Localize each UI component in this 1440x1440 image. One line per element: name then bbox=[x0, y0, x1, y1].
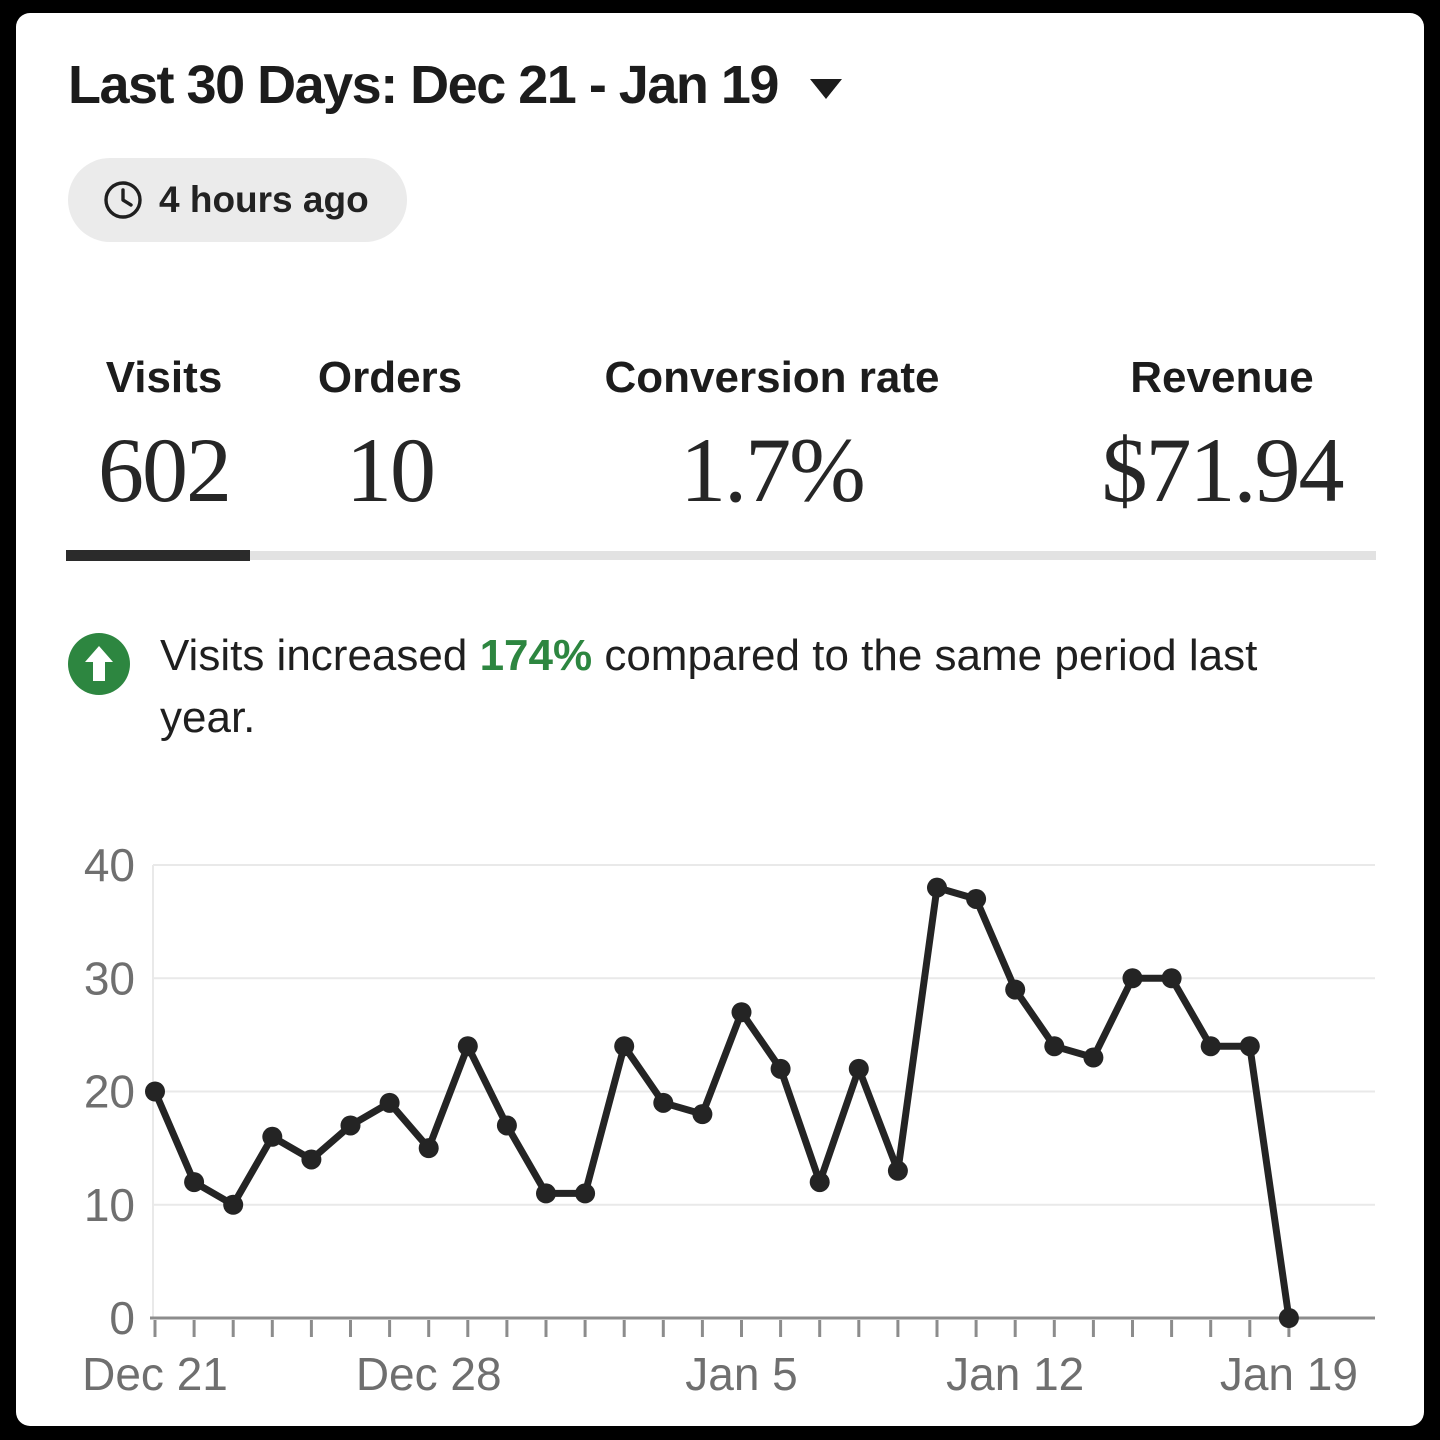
x-axis-tick-label: Dec 21 bbox=[82, 1348, 228, 1400]
last-updated-badge: 4 hours ago bbox=[68, 158, 407, 242]
data-point[interactable] bbox=[770, 1058, 791, 1079]
data-point[interactable] bbox=[1044, 1036, 1065, 1057]
data-point[interactable] bbox=[614, 1036, 635, 1057]
data-point[interactable] bbox=[379, 1092, 400, 1113]
data-point[interactable] bbox=[340, 1115, 361, 1136]
data-point[interactable] bbox=[653, 1092, 674, 1113]
stat-tab-orders[interactable]: Orders 10 bbox=[318, 353, 462, 523]
data-point[interactable] bbox=[848, 1058, 869, 1079]
data-point[interactable] bbox=[1122, 968, 1143, 989]
insight-message: Visits increased 174% compared to the sa… bbox=[160, 625, 1340, 749]
stat-value: $71.94 bbox=[1101, 419, 1345, 521]
x-axis-tick-label: Jan 12 bbox=[946, 1348, 1084, 1400]
visits-series-line bbox=[151, 884, 1293, 1322]
stat-tab-visits[interactable]: Visits 602 bbox=[98, 353, 232, 523]
y-axis-tick-label: 10 bbox=[84, 1179, 135, 1231]
visits-line-chart[interactable]: 0 10 20 30 40 Dec 21 Dec 28 Jan 5 Jan 12 Jan 19 bbox=[16, 830, 1424, 1420]
data-point[interactable] bbox=[1239, 1036, 1260, 1057]
data-point[interactable] bbox=[887, 1160, 908, 1181]
data-point[interactable] bbox=[1005, 979, 1026, 1000]
insight-prefix: Visits increased bbox=[160, 631, 480, 680]
page-title: Last 30 Days: Dec 21 - Jan 19 bbox=[68, 55, 779, 115]
insight-highlight: 174% bbox=[479, 631, 593, 680]
data-point[interactable] bbox=[418, 1138, 439, 1159]
stat-label: Orders bbox=[317, 353, 463, 402]
stat-label: Revenue bbox=[1130, 353, 1314, 402]
stat-label: Conversion rate bbox=[604, 353, 940, 402]
data-point[interactable] bbox=[536, 1183, 556, 1204]
x-axis-tick-label: Jan 5 bbox=[685, 1348, 798, 1400]
stats-card: Last 30 Days: Dec 21 - Jan 19 4 hours ag… bbox=[16, 13, 1424, 1426]
data-point[interactable] bbox=[927, 877, 947, 898]
data-point[interactable] bbox=[184, 1172, 205, 1193]
insight-suffix: compared to the same period last year. bbox=[160, 631, 1258, 742]
data-point[interactable] bbox=[1161, 968, 1182, 989]
data-point[interactable] bbox=[145, 1081, 165, 1102]
stat-tab-active-indicator bbox=[66, 550, 250, 561]
data-point[interactable] bbox=[1278, 1308, 1299, 1328]
date-range-selector[interactable]: Last 30 Days: Dec 21 - Jan 19 bbox=[68, 43, 844, 127]
stat-value: 602 bbox=[98, 419, 232, 521]
stat-label: Visits bbox=[105, 353, 223, 402]
data-point[interactable] bbox=[457, 1036, 478, 1057]
data-point[interactable] bbox=[966, 888, 987, 909]
caret-down-icon bbox=[809, 79, 842, 99]
data-point[interactable] bbox=[223, 1194, 244, 1215]
last-updated-label: 4 hours ago bbox=[159, 179, 369, 220]
y-axis-tick-label: 40 bbox=[84, 839, 135, 891]
data-point[interactable] bbox=[731, 1002, 752, 1023]
stat-value: 1.7% bbox=[680, 419, 866, 521]
data-point[interactable] bbox=[575, 1183, 596, 1204]
x-axis-tick-label: Jan 19 bbox=[1220, 1348, 1358, 1400]
stat-tab-conversion-rate[interactable]: Conversion rate 1.7% bbox=[605, 353, 940, 523]
y-axis-tick-label: 0 bbox=[109, 1292, 135, 1344]
data-point[interactable] bbox=[301, 1149, 322, 1170]
data-point[interactable] bbox=[809, 1172, 830, 1193]
data-point[interactable] bbox=[692, 1104, 713, 1125]
clock-icon bbox=[104, 181, 142, 219]
x-axis-tick-label: Dec 28 bbox=[356, 1348, 502, 1400]
y-axis-tick-label: 30 bbox=[84, 952, 135, 1004]
stat-tabs-track bbox=[66, 551, 1376, 560]
data-point[interactable] bbox=[496, 1115, 517, 1136]
stat-value: 10 bbox=[345, 419, 436, 521]
data-point[interactable] bbox=[1083, 1047, 1104, 1068]
data-point[interactable] bbox=[262, 1126, 283, 1147]
arrow-up-circle-icon bbox=[68, 633, 130, 695]
stat-tab-revenue[interactable]: Revenue $71.94 bbox=[1101, 353, 1345, 523]
data-point[interactable] bbox=[1200, 1036, 1221, 1057]
y-axis-tick-label: 20 bbox=[84, 1066, 135, 1118]
